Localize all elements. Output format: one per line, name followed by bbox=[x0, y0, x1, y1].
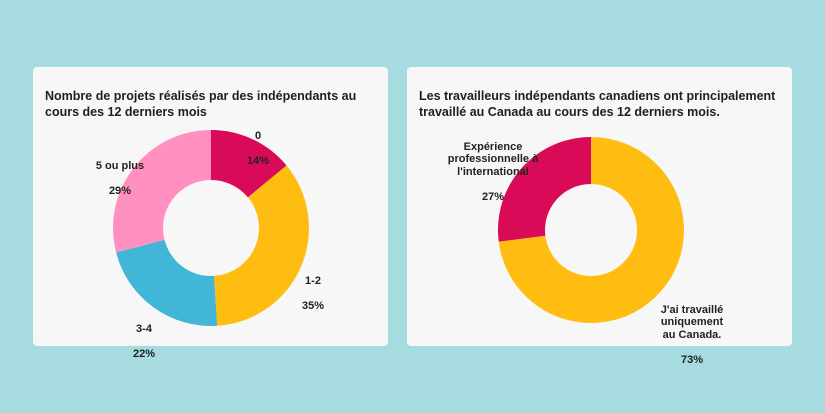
donut-chart-projects bbox=[113, 130, 309, 326]
slice-label-1: 1-2 35% bbox=[288, 262, 338, 325]
slice-label-3: 5 ou plus 29% bbox=[85, 147, 155, 210]
slice-category: 5 ou plus bbox=[95, 159, 145, 172]
slice-category: 1-2 bbox=[305, 274, 321, 287]
slice-value: 73% bbox=[680, 353, 704, 366]
slice-value: 29% bbox=[108, 184, 132, 197]
slice-value: 35% bbox=[301, 299, 325, 312]
slice-label-1: Expérience professionnelle à l'internati… bbox=[435, 128, 551, 216]
chart-card-projects: Nombre de projets réalisés par des indép… bbox=[33, 67, 388, 360]
slice-value: 27% bbox=[481, 190, 505, 203]
donut-slice-0 bbox=[211, 130, 287, 198]
slice-value: 14% bbox=[246, 154, 270, 167]
donut-slice-exp-rience-professionnelle-l-international bbox=[498, 137, 591, 242]
donut-slice-3-4 bbox=[116, 239, 218, 326]
slice-category: 3-4 bbox=[136, 322, 152, 335]
chart-title: Les travailleurs indépendants canadiens … bbox=[419, 89, 776, 119]
chart-card-work-location: Les travailleurs indépendants canadiens … bbox=[407, 67, 792, 366]
slice-label-0: J'ai travaillé uniquement au Canada. 73% bbox=[647, 291, 737, 379]
slice-label-0: 0 14% bbox=[233, 117, 283, 180]
donut-slice-j-ai-travaill-uniquement-au-canada bbox=[498, 137, 684, 324]
slice-label-2: 3-4 22% bbox=[119, 310, 169, 373]
donut-chart-work-location bbox=[498, 137, 684, 324]
donut-slice-1-2 bbox=[214, 165, 309, 326]
chart-title: Nombre de projets réalisés par des indép… bbox=[45, 89, 357, 119]
donut-slice-5-ou-plus bbox=[113, 130, 211, 253]
slice-category: 0 bbox=[254, 129, 262, 142]
slice-value: 22% bbox=[132, 347, 156, 360]
slice-category: J'ai travaillé uniquement au Canada. bbox=[660, 303, 724, 341]
slice-category: Expérience professionnelle à l'internati… bbox=[447, 140, 539, 178]
